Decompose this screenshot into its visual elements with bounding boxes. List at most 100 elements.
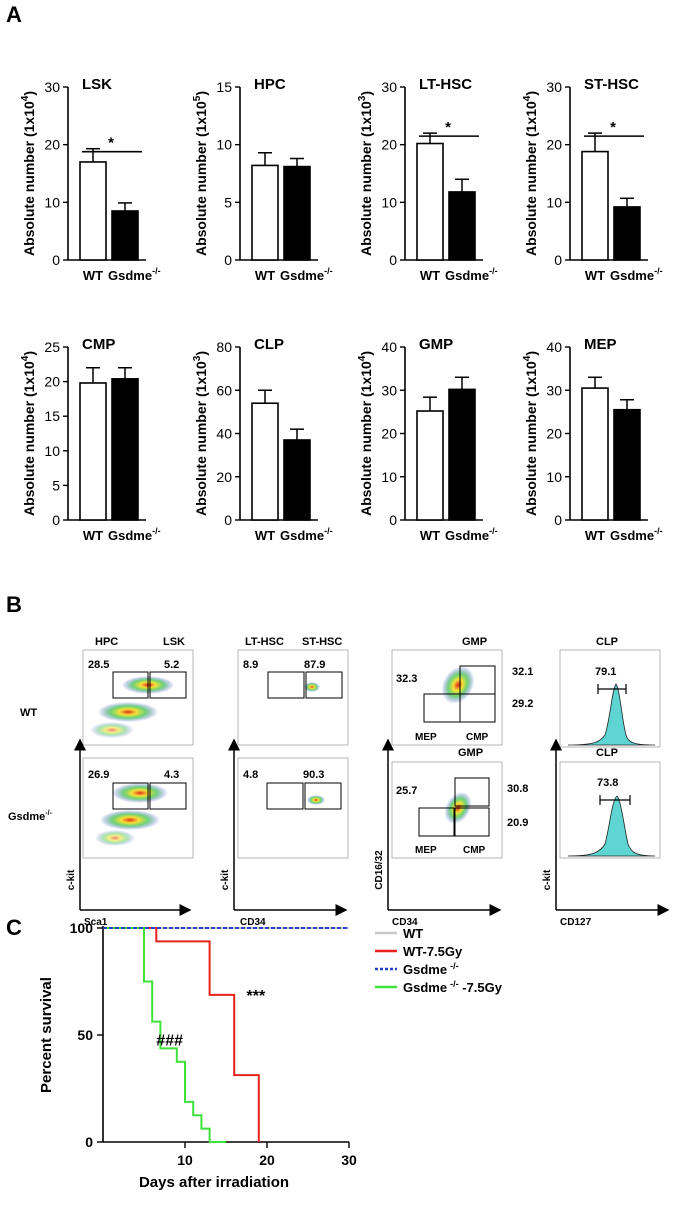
flow-header-gmp: GMP bbox=[458, 747, 483, 759]
significance-marker: * bbox=[445, 119, 451, 136]
bar bbox=[613, 408, 641, 521]
y-tick-label: 0 bbox=[85, 1134, 93, 1150]
significance-marker: * bbox=[108, 135, 114, 152]
flow-plot-gsdme-progenitors: 25.7 MEP CMP bbox=[391, 761, 503, 859]
category-label: Gsdme-/- bbox=[610, 266, 663, 283]
flow-xaxis-label: Sca1 bbox=[84, 917, 108, 928]
survival-line bbox=[103, 927, 260, 1142]
bar bbox=[448, 388, 476, 521]
flow-header-lt-hsc: LT-HSC bbox=[245, 636, 284, 648]
x-axis-label: Days after irradiation bbox=[139, 1174, 289, 1191]
significance-marker: * bbox=[610, 119, 616, 136]
y-tick-label: 15 bbox=[44, 408, 60, 424]
y-axis-label: Absolute number (1x104) bbox=[522, 91, 539, 256]
panel-letter-c: C bbox=[6, 915, 22, 940]
bar bbox=[448, 191, 476, 261]
y-tick-label: 40 bbox=[381, 339, 397, 355]
y-axis-label: Absolute number (1x104) bbox=[20, 91, 37, 256]
chart-title: LT-HSC bbox=[419, 76, 472, 93]
flow-value: 30.8 bbox=[507, 783, 528, 795]
y-tick-label: 30 bbox=[546, 382, 562, 398]
flow-header-hpc: HPC bbox=[95, 636, 118, 648]
flow-value: 4.8 bbox=[243, 769, 258, 781]
bar-chart-cmp: 0 5 10 15 20 25 CMP Absolute number (1x104) WT Gs… bbox=[20, 336, 161, 543]
y-tick-label: 15 bbox=[216, 79, 232, 95]
annotation-stars: *** bbox=[247, 988, 266, 1005]
category-label: Gsdme-/- bbox=[108, 526, 161, 543]
y-tick-label: 0 bbox=[52, 512, 60, 528]
flow-histogram-wt-clp: 79.1 bbox=[559, 649, 661, 748]
flow-value: 32.1 bbox=[512, 666, 533, 678]
panel-c-survival-curve: 0 50 100 10 20 30 Days after irradiation Percen… bbox=[38, 920, 503, 1191]
flow-value: 73.8 bbox=[597, 777, 618, 789]
category-label: WT bbox=[420, 528, 440, 543]
bar bbox=[111, 378, 139, 521]
flow-value: 4.3 bbox=[164, 769, 179, 781]
survival-line bbox=[103, 927, 226, 1143]
y-tick-label: 30 bbox=[44, 79, 60, 95]
y-tick-label: 20 bbox=[381, 137, 397, 153]
x-tick-label: 20 bbox=[259, 1152, 275, 1168]
legend-label: WT-7.5Gy bbox=[403, 944, 463, 959]
flow-value: 26.9 bbox=[88, 769, 109, 781]
flow-gate-label: CMP bbox=[466, 732, 489, 743]
bar bbox=[79, 382, 107, 521]
flow-value: 28.5 bbox=[88, 659, 109, 671]
flow-row-label-wt: WT bbox=[20, 707, 37, 719]
category-label: Gsdme-/- bbox=[280, 526, 333, 543]
flow-value: 90.3 bbox=[303, 769, 324, 781]
category-label: Gsdme-/- bbox=[108, 266, 161, 283]
bar bbox=[79, 161, 107, 261]
x-tick-label: 10 bbox=[177, 1152, 193, 1168]
bar bbox=[251, 402, 279, 521]
y-axis-label: Absolute number (1x104) bbox=[522, 351, 539, 516]
legend-label: Gsdme -/- bbox=[403, 961, 459, 977]
category-label: WT bbox=[83, 268, 103, 283]
category-label: Gsdme-/- bbox=[445, 526, 498, 543]
y-tick-label: 20 bbox=[44, 137, 60, 153]
bar bbox=[283, 439, 311, 521]
y-tick-label: 0 bbox=[554, 252, 562, 268]
y-tick-label: 0 bbox=[389, 252, 397, 268]
flow-value: 32.3 bbox=[396, 673, 417, 685]
bar-chart-gmp: 0 10 20 30 40 GMP Absolute number (1x104) WT Gsd… bbox=[357, 336, 498, 543]
flow-value: 29.2 bbox=[512, 698, 533, 710]
y-tick-label: 100 bbox=[70, 920, 94, 936]
bar bbox=[251, 164, 279, 261]
chart-title: LSK bbox=[82, 76, 112, 93]
bar bbox=[581, 150, 609, 261]
y-tick-label: 20 bbox=[381, 426, 397, 442]
category-label: Gsdme-/- bbox=[610, 526, 663, 543]
bar bbox=[111, 210, 139, 261]
y-tick-label: 0 bbox=[389, 512, 397, 528]
flow-value: 25.7 bbox=[396, 785, 417, 797]
legend-label: Gsdme -/- -7.5Gy bbox=[403, 979, 503, 995]
y-tick-label: 80 bbox=[216, 339, 232, 355]
bar-chart-lsk: 0 10 20 30 LSK Absolute number (1x104) * WT Gsdm… bbox=[20, 76, 161, 283]
y-tick-label: 10 bbox=[546, 469, 562, 485]
y-tick-label: 0 bbox=[224, 252, 232, 268]
panel-a-bar-charts: 0 10 20 30 LSK Absolute number (1x104) * WT Gsdm… bbox=[20, 76, 663, 543]
flow-value: 5.2 bbox=[164, 659, 179, 671]
y-tick-label: 5 bbox=[224, 194, 232, 210]
chart-title: GMP bbox=[419, 336, 453, 353]
bar-chart-lt-hsc: 0 10 20 30 LT-HSC Absolute number (1x103) * WT G… bbox=[357, 76, 498, 283]
category-label: WT bbox=[255, 268, 275, 283]
flow-plot-wt-hsc: 8.9 87.9 bbox=[237, 649, 349, 746]
y-axis-label: Absolute number (1x105) bbox=[192, 91, 209, 256]
y-axis-label: Absolute number (1x104) bbox=[357, 351, 374, 516]
y-tick-label: 30 bbox=[546, 79, 562, 95]
chart-title: MEP bbox=[584, 336, 617, 353]
y-tick-label: 10 bbox=[44, 443, 60, 459]
y-tick-label: 0 bbox=[224, 512, 232, 528]
y-tick-label: 10 bbox=[381, 469, 397, 485]
flow-value: 8.9 bbox=[243, 659, 258, 671]
category-label: Gsdme-/- bbox=[445, 266, 498, 283]
y-tick-label: 30 bbox=[381, 79, 397, 95]
category-label: Gsdme-/- bbox=[280, 266, 333, 283]
flow-plot-gsdme-hsc: 4.8 90.3 bbox=[237, 757, 349, 859]
y-axis-label: Absolute number (1x103) bbox=[357, 91, 374, 256]
y-tick-label: 5 bbox=[52, 477, 60, 493]
y-tick-label: 20 bbox=[546, 137, 562, 153]
